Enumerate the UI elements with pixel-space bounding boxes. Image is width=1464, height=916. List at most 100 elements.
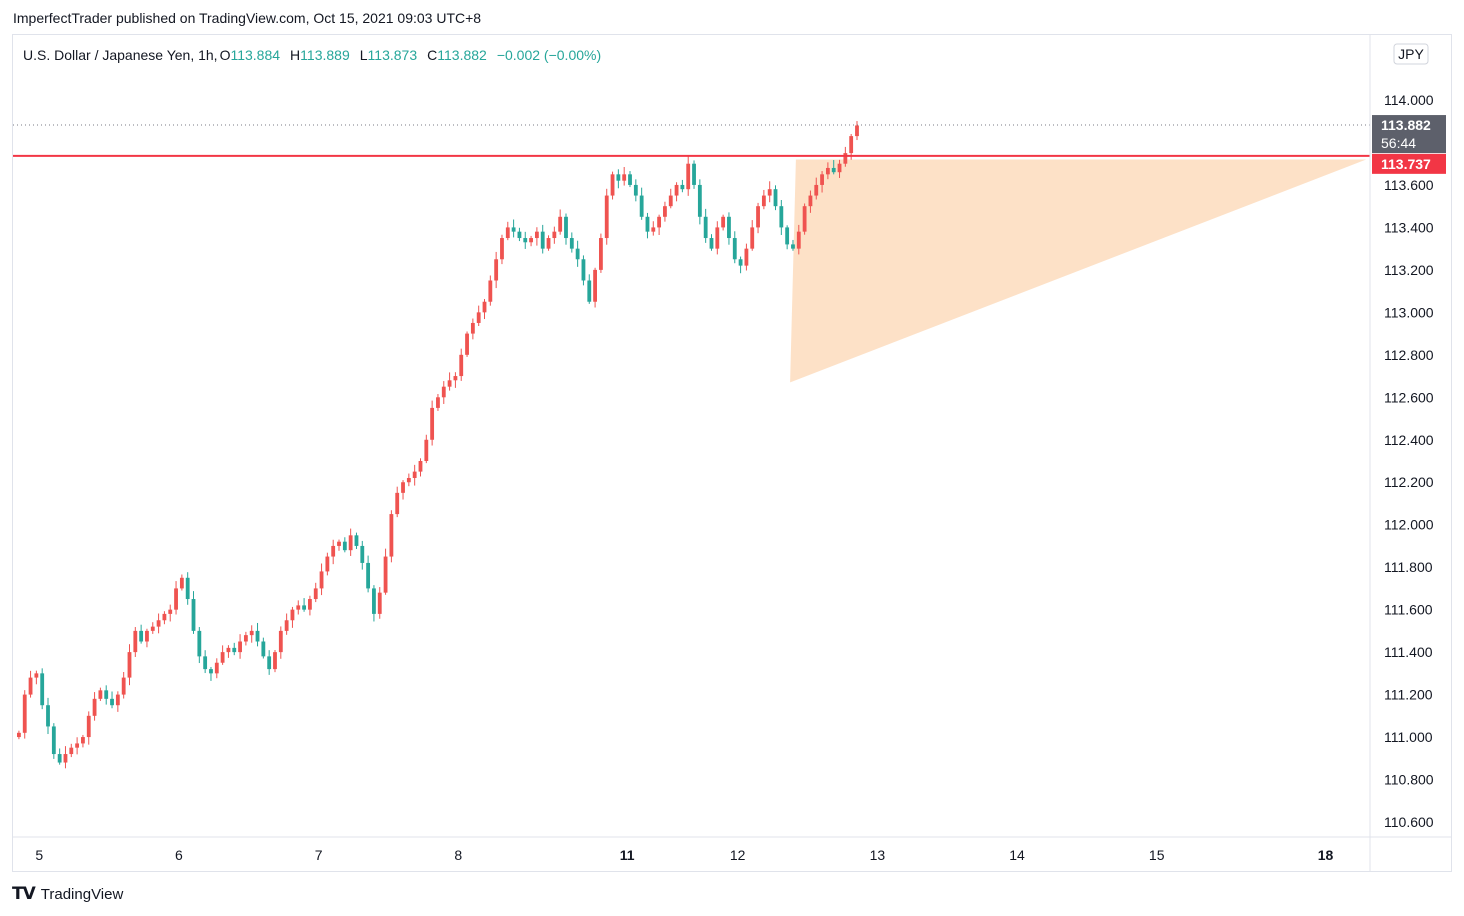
candle — [587, 274, 592, 304]
candle — [732, 231, 737, 264]
price-tick-label: 111.800 — [1384, 559, 1433, 575]
resistance-price-tag: 113.737 — [1372, 153, 1446, 174]
candle — [372, 585, 376, 622]
candle-body — [110, 698, 114, 706]
candle-body — [575, 248, 580, 260]
candle-body — [482, 301, 487, 313]
candle — [511, 219, 516, 238]
chart-area[interactable]: U.S. Dollar / Japanese Yen, 1h, O113.884 H… — [12, 34, 1452, 872]
candle — [337, 539, 341, 551]
candle-body — [831, 167, 836, 173]
candle — [75, 737, 80, 755]
candle — [377, 587, 382, 619]
candle — [86, 711, 91, 745]
candle-body — [645, 216, 650, 232]
candle — [243, 631, 248, 646]
candle — [622, 166, 627, 186]
countdown-value: 56:44 — [1381, 135, 1416, 151]
candle-body — [46, 705, 50, 727]
candle-body — [628, 174, 632, 185]
candle-body — [488, 280, 493, 302]
candle — [98, 687, 103, 701]
candle-body — [179, 577, 184, 589]
candle-body — [86, 715, 91, 738]
candle-body — [709, 238, 714, 249]
candle — [395, 486, 400, 518]
candle-body — [290, 609, 295, 621]
candle-body — [17, 732, 21, 738]
price-tick-label: 113.000 — [1384, 304, 1434, 320]
candle-body — [657, 216, 662, 228]
candle — [831, 160, 836, 175]
candle — [645, 212, 650, 239]
candle — [127, 644, 132, 686]
candle — [51, 723, 56, 759]
candle-body — [639, 195, 644, 217]
candle-body — [791, 244, 795, 249]
candle-body — [569, 238, 574, 249]
candle-body — [855, 125, 859, 137]
candle — [761, 189, 766, 210]
candle — [57, 748, 62, 765]
candle-body — [534, 231, 539, 239]
candle — [133, 627, 138, 657]
candle-body — [453, 376, 458, 381]
candle — [389, 510, 394, 563]
candle — [523, 231, 528, 249]
candle-body — [703, 216, 708, 239]
candle-body — [750, 227, 755, 249]
candle-body — [837, 163, 842, 173]
candle — [610, 171, 615, 200]
candle — [436, 394, 440, 411]
candle — [255, 622, 260, 647]
candle-body — [168, 609, 173, 614]
price-tick-label: 114.000 — [1384, 92, 1434, 108]
candle — [139, 624, 144, 644]
candle-body — [663, 206, 667, 217]
candle — [837, 159, 842, 178]
candle-body — [377, 592, 382, 614]
candle-body — [319, 571, 324, 589]
candle — [69, 743, 74, 758]
last-price-tag-box — [1372, 115, 1446, 154]
candle — [348, 528, 353, 556]
candle — [581, 255, 586, 286]
candle-body — [284, 620, 289, 631]
candle — [459, 348, 464, 381]
candle — [354, 532, 359, 549]
candle-body — [732, 238, 737, 260]
candle — [22, 690, 27, 739]
price-tick-label: 111.000 — [1384, 729, 1433, 745]
candlestick-chart[interactable]: U.S. Dollar / Japanese Yen, 1h, O113.884 H… — [13, 35, 1451, 871]
candle-body — [552, 231, 557, 239]
candle — [331, 539, 336, 565]
candle-body — [767, 189, 772, 196]
time-tick-label: 7 — [315, 847, 323, 863]
candle-body — [785, 227, 790, 245]
candle — [179, 574, 184, 591]
candle — [814, 177, 819, 200]
candle-body — [494, 259, 499, 281]
candle-body — [500, 238, 504, 260]
price-tick-label: 113.600 — [1384, 177, 1434, 193]
candle-body — [616, 174, 621, 181]
candle — [360, 540, 365, 570]
candle-body — [348, 535, 353, 551]
candle — [342, 537, 347, 553]
candle — [791, 239, 795, 251]
candle-body — [651, 227, 656, 232]
candle — [796, 224, 801, 255]
candle-body — [372, 588, 376, 614]
candle — [430, 400, 435, 446]
candle — [575, 240, 580, 267]
candle-body — [145, 630, 149, 642]
price-tick-label: 113.200 — [1384, 262, 1434, 278]
footer-brand: 𝗧𝗩 TradingView — [12, 884, 123, 904]
candle-body — [540, 231, 545, 249]
candle — [482, 299, 487, 320]
candle-body — [715, 227, 720, 249]
candle-body — [337, 541, 341, 546]
currency-badge: JPY — [1393, 43, 1429, 65]
candle-body — [331, 545, 336, 557]
candle-body — [313, 588, 318, 600]
